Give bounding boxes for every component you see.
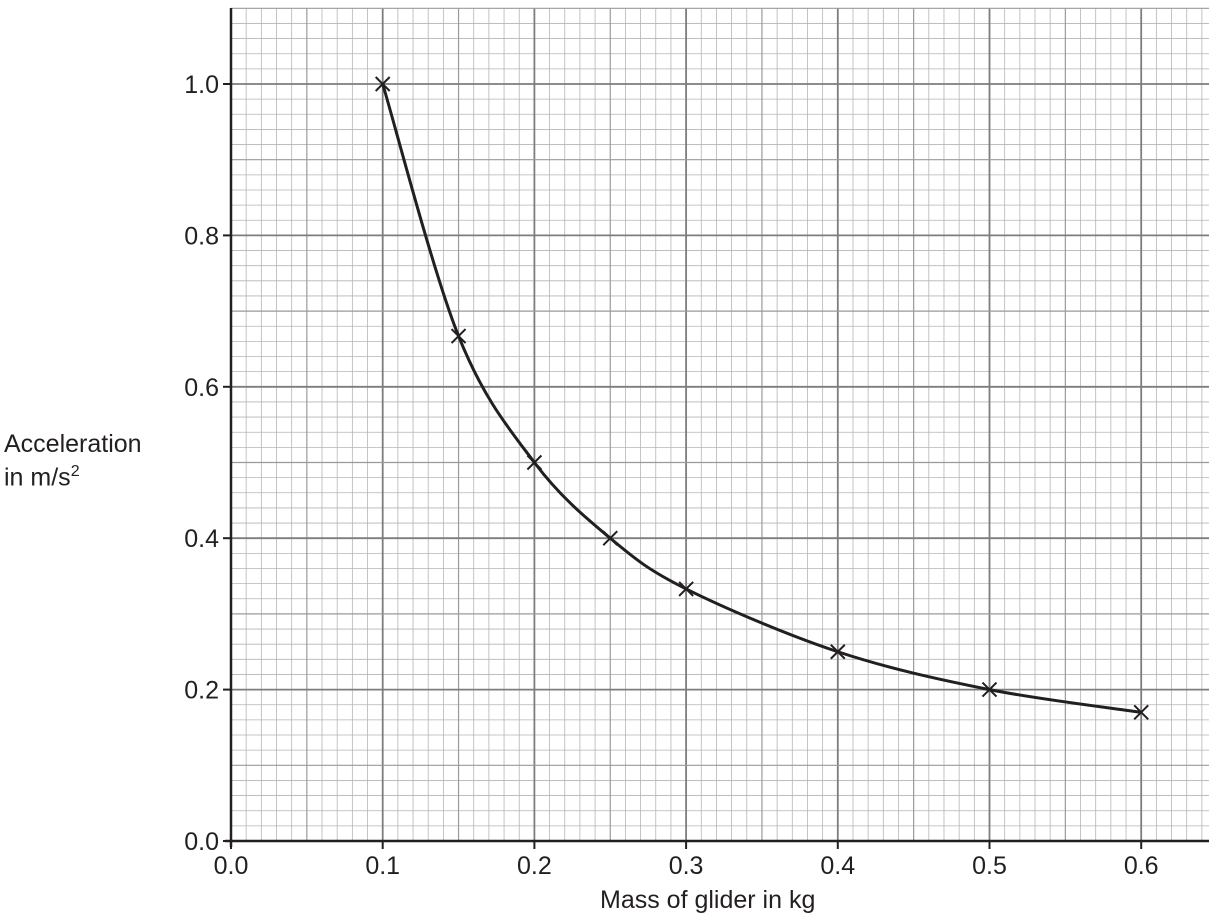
marker-stroke [1133,704,1149,721]
x-tick-labels: 0.0 0.1 0.2 0.3 0.4 0.5 0.6 [214,841,1159,880]
x-tick-label: 0.5 [972,852,1007,880]
y-axis-unit: in m/s [4,463,71,492]
x-tick-label: 0.1 [365,852,400,880]
x-tick-label: 0.6 [1124,852,1159,880]
y-tick-label: 0.8 [184,222,219,250]
axes [225,8,1209,847]
marker-stroke [450,328,467,344]
data-point-marker [450,328,467,344]
data-point-marker [602,530,618,546]
x-tick-label: 0.3 [669,852,704,880]
marker-stroke [678,581,694,597]
y-tick-labels: 0.0 0.2 0.4 0.6 0.8 1.0 [184,71,231,856]
y-axis-label-line2: in m/s2 [4,458,142,491]
grid-minor [231,8,1209,841]
grid-major [231,7,1209,841]
marker-stroke [830,644,846,660]
y-tick-label: 0.0 [184,828,219,856]
data-point-marker [981,681,998,698]
data-point-marker [526,454,543,471]
y-tick-label: 1.0 [184,71,219,99]
y-axis-unit-exponent: 2 [70,463,80,480]
y-tick-label: 0.6 [184,374,219,402]
y-tick-label: 0.2 [184,677,219,705]
data-point-marker [1133,704,1149,721]
y-tick-label: 0.4 [184,525,219,553]
x-tick-label: 0.0 [214,852,249,880]
y-axis-label-line1: Acceleration [4,430,142,458]
marker-stroke [981,681,998,698]
data-point-marker [830,644,846,660]
marker-stroke [526,454,543,471]
data-points [374,76,1149,721]
y-axis-label: Acceleration in m/s2 [4,430,142,491]
fit-curve-path [381,83,1142,714]
fit-curve [381,83,1142,714]
data-point-marker [678,581,694,597]
x-tick-label: 0.4 [820,852,855,880]
x-tick-label: 0.2 [517,852,552,880]
x-axis-label: Mass of glider in kg [600,886,816,914]
marker-stroke [374,76,391,92]
marker-stroke [602,530,618,546]
data-point-marker [374,76,391,92]
